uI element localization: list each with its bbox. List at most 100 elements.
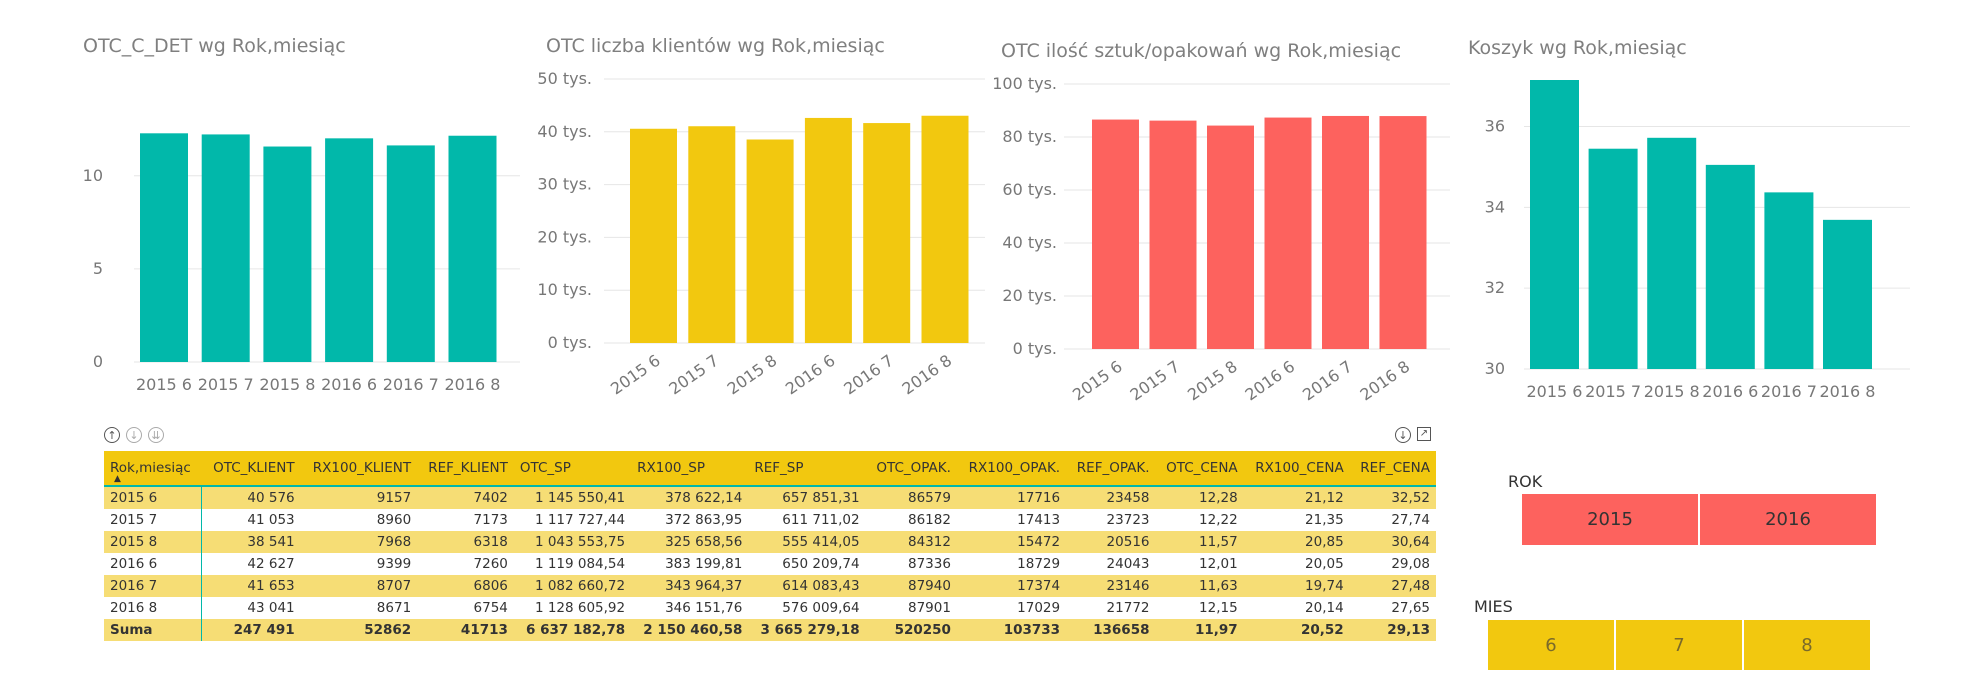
table-cell: 42 627 — [201, 553, 301, 575]
table-row[interactable]: 2015 8 38 541 7968 6318 1 043 553,75 325 658,… — [104, 531, 1436, 553]
column-header-rok-miesiac[interactable]: Rok,miesiąc ▲ — [104, 451, 202, 487]
column-header[interactable]: OTC_OPAK. — [865, 451, 957, 487]
chart-basket[interactable]: Koszyk wg Rok,miesiąc 30 32 34 36 2015 6 2015 … — [0, 0, 1970, 420]
row-header-cell: 2016 7 — [104, 575, 203, 597]
table-row[interactable]: 2016 8 43 041 8671 6754 1 128 605,92 346 151,… — [104, 597, 1436, 619]
table-cell: 84312 — [865, 531, 957, 553]
bar[interactable] — [1823, 219, 1872, 369]
bar[interactable] — [746, 139, 794, 343]
bar[interactable] — [263, 146, 312, 362]
chart-title: OTC liczba klientów wg Rok,miesiąc — [546, 35, 885, 57]
drill-down-mode-icon[interactable]: ↓ — [126, 427, 142, 443]
total-cell: 11,97 — [1155, 619, 1244, 641]
slicer-rok-2016[interactable]: 2016 — [1700, 494, 1876, 545]
table-cell: 1 119 084,54 — [513, 553, 632, 575]
bar[interactable] — [688, 126, 736, 343]
column-header[interactable]: RX100_KLIENT — [300, 451, 418, 487]
slicer-mies-8[interactable]: 8 — [1744, 620, 1870, 670]
column-header[interactable]: RX100_OPAK. — [956, 451, 1067, 487]
chart-otc-clients[interactable]: OTC liczba klientów wg Rok,miesiąc 0 tys.… — [0, 0, 1970, 420]
bar[interactable] — [448, 135, 497, 362]
table-row[interactable]: 2016 7 41 653 8707 6806 1 082 660,72 343 964,… — [104, 575, 1436, 597]
table-cell: 12,28 — [1155, 486, 1244, 509]
table-cell: 21772 — [1066, 597, 1156, 619]
table-cell: 7968 — [300, 531, 418, 553]
bar[interactable] — [1149, 120, 1197, 349]
row-header-cell: 2016 6 — [104, 553, 203, 575]
table-cell: 12,22 — [1155, 509, 1244, 531]
total-cell: 20,52 — [1243, 619, 1350, 641]
x-tick-label: 2015 7 — [198, 375, 254, 394]
drill-up-icon[interactable]: ↑ — [104, 427, 120, 443]
slicer-mies-6[interactable]: 6 — [1488, 620, 1614, 670]
table-cell: 19,74 — [1243, 575, 1350, 597]
table-cell: 1 145 550,41 — [513, 486, 632, 509]
table-cell: 43 041 — [201, 597, 301, 619]
bar[interactable] — [1764, 192, 1814, 369]
column-header[interactable]: REF_CENA — [1349, 451, 1436, 487]
table-cell: 27,65 — [1349, 597, 1436, 619]
bar[interactable] — [804, 117, 852, 343]
bar[interactable] — [140, 133, 188, 362]
table-cell: 23458 — [1066, 486, 1156, 509]
bar[interactable] — [863, 123, 911, 343]
bar[interactable] — [1264, 117, 1312, 349]
bar[interactable] — [1207, 125, 1254, 349]
table-cell: 87336 — [865, 553, 957, 575]
bar[interactable] — [1705, 164, 1755, 369]
table-cell: 378 622,14 — [631, 486, 749, 509]
table-cell: 86579 — [865, 486, 957, 509]
bar[interactable] — [1530, 80, 1579, 369]
chart-otc-units[interactable]: OTC ilość sztuk/opakowań wg Rok,miesiąc 0… — [0, 0, 1970, 420]
column-header[interactable]: RX100_CENA — [1243, 451, 1350, 487]
chart-otc-c-det[interactable]: OTC_C_DET wg Rok,miesiąc 0 5 10 2015 6 2015 7… — [0, 0, 520, 420]
slicer-rok-2015[interactable]: 2015 — [1522, 494, 1698, 545]
table-cell: 87940 — [865, 575, 957, 597]
column-header[interactable]: REF_KLIENT — [417, 451, 514, 487]
chart-otc-clients-svg: OTC liczba klientów wg Rok,miesiąc 0 tys.… — [537, 35, 985, 398]
table-cell: 576 009,64 — [748, 597, 866, 619]
chart-otc-c-det-svg: OTC_C_DET wg Rok,miesiąc 0 5 10 2015 6 2015 7… — [83, 35, 520, 394]
column-header[interactable]: RX100_SP — [631, 451, 749, 487]
total-cell: 52862 — [300, 619, 418, 641]
table-cell: 650 209,74 — [748, 553, 866, 575]
bar[interactable] — [921, 115, 969, 343]
x-tick-label: 2015 6 — [136, 375, 192, 394]
table-cell: 86182 — [865, 509, 957, 531]
bar[interactable] — [1588, 148, 1638, 369]
table-cell: 346 151,76 — [631, 597, 749, 619]
table-row[interactable]: 2016 6 42 627 9399 7260 1 119 084,54 383 199,… — [104, 553, 1436, 575]
bar[interactable] — [1379, 116, 1427, 349]
drill-down-icon[interactable]: ↓ — [1395, 427, 1411, 443]
column-header[interactable]: REF_SP — [748, 451, 866, 487]
sort-ascending-icon[interactable]: ▲ — [114, 474, 121, 484]
table-cell: 1 082 660,72 — [513, 575, 632, 597]
total-cell: 3 665 279,18 — [748, 619, 866, 641]
table-cell: 23146 — [1066, 575, 1156, 597]
table-cell: 17374 — [956, 575, 1067, 597]
table-row[interactable]: 2015 6 40 576 9157 7402 1 145 550,41 378 622,… — [104, 486, 1436, 509]
table-row[interactable]: 2015 7 41 053 8960 7173 1 117 727,44 372 863,… — [104, 509, 1436, 531]
bar[interactable] — [201, 134, 250, 362]
y-tick-label: 0 tys. — [1013, 339, 1057, 358]
table-cell: 27,48 — [1349, 575, 1436, 597]
focus-mode-icon[interactable]: ↗ — [1417, 427, 1431, 441]
table-cell: 20,05 — [1243, 553, 1350, 575]
column-header[interactable]: REF_OPAK. — [1066, 451, 1156, 487]
column-header[interactable]: OTC_CENA — [1155, 451, 1244, 487]
bar[interactable] — [1322, 115, 1369, 349]
column-header[interactable]: OTC_KLIENT — [201, 451, 301, 487]
slicer-mies-7[interactable]: 7 — [1616, 620, 1742, 670]
total-cell: 103733 — [956, 619, 1067, 641]
y-tick-label: 0 — [93, 352, 103, 371]
expand-all-icon[interactable]: ⇊ — [148, 427, 164, 443]
bar[interactable] — [1647, 137, 1697, 369]
table-cell: 325 658,56 — [631, 531, 749, 553]
bar[interactable] — [630, 128, 677, 343]
table-cell: 17716 — [956, 486, 1067, 509]
bar[interactable] — [1092, 119, 1139, 350]
bar[interactable] — [386, 145, 435, 362]
y-tick-label: 32 — [1485, 278, 1505, 297]
column-header[interactable]: OTC_SP — [513, 451, 632, 487]
bar[interactable] — [325, 138, 374, 362]
